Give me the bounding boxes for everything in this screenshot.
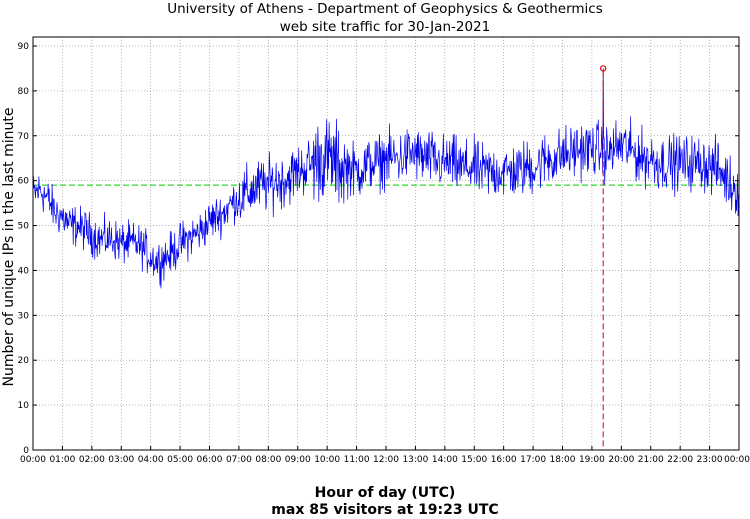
x-tick-label: 12:00 xyxy=(373,455,399,465)
x-tick-label: 21:00 xyxy=(638,455,664,465)
y-tick-label: 20 xyxy=(18,356,30,366)
x-tick-label: 01:00 xyxy=(49,455,75,465)
x-tick-label: 22:00 xyxy=(667,455,693,465)
y-tick-label: 50 xyxy=(18,222,30,232)
x-tick-label: 14:00 xyxy=(432,455,458,465)
x-tick-label: 06:00 xyxy=(197,455,223,465)
y-tick-label: 70 xyxy=(18,132,30,142)
y-tick-label: 0 xyxy=(23,446,29,456)
x-tick-label: 18:00 xyxy=(550,455,576,465)
y-axis-label: Number of unique IPs in the last minute xyxy=(1,108,17,387)
x-axis-label: Hour of day (UTC) xyxy=(315,485,456,501)
x-tick-label: 09:00 xyxy=(285,455,311,465)
x-tick-label: 00:00 xyxy=(20,455,46,465)
x-tick-label: 04:00 xyxy=(138,455,164,465)
chart-title: University of Athens - Department of Geo… xyxy=(167,1,603,17)
x-tick-label: 19:00 xyxy=(579,455,605,465)
x-tick-label: 13:00 xyxy=(402,455,428,465)
y-tick-label: 60 xyxy=(18,177,30,187)
y-tick-label: 30 xyxy=(18,311,30,321)
y-tick-label: 90 xyxy=(18,42,30,52)
x-tick-label: 00:00 xyxy=(724,455,750,465)
x-tick-label: 02:00 xyxy=(79,455,105,465)
x-tick-label: 11:00 xyxy=(344,455,370,465)
series-line xyxy=(32,68,740,289)
x-axis-ticks: 00:00 01:00 02:00 03:00 04:00 05:00 06:00 07:00… xyxy=(20,446,750,465)
series-layer xyxy=(32,68,740,289)
x-tick-label: 17:00 xyxy=(520,455,546,465)
x-tick-label: 08:00 xyxy=(255,455,281,465)
x-tick-label: 07:00 xyxy=(226,455,252,465)
x-tick-label: 20:00 xyxy=(608,455,634,465)
x-tick-label: 05:00 xyxy=(167,455,193,465)
chart-subtitle: web site traffic for 30-Jan-2021 xyxy=(280,19,490,35)
max-visitors-note: max 85 visitors at 19:23 UTC xyxy=(271,502,498,515)
max-marker-group xyxy=(599,65,607,450)
x-tick-label: 16:00 xyxy=(491,455,517,465)
y-axis-ticks: 0 10 20 30 40 50 60 70 80 90 xyxy=(18,42,739,456)
x-tick-label: 15:00 xyxy=(461,455,487,465)
y-tick-label: 40 xyxy=(18,266,30,276)
y-tick-label: 80 xyxy=(18,87,30,97)
max-marker-point xyxy=(599,65,607,72)
y-tick-label: 10 xyxy=(18,401,30,411)
x-tick-label: 10:00 xyxy=(314,455,340,465)
x-tick-label: 23:00 xyxy=(697,455,723,465)
x-tick-label: 03:00 xyxy=(108,455,134,465)
